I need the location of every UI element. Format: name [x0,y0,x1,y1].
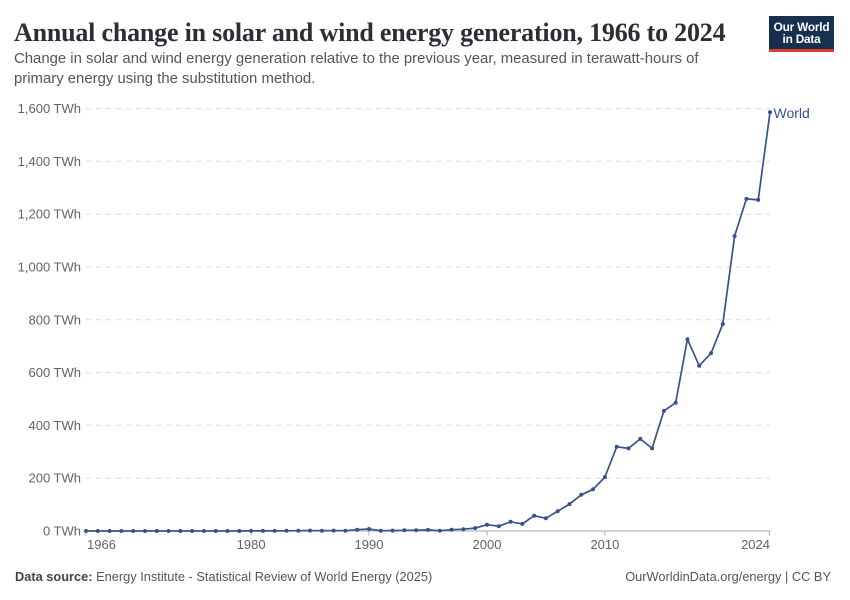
svg-text:2010: 2010 [590,537,619,552]
svg-text:800 TWh: 800 TWh [28,312,81,327]
svg-text:1,000 TWh: 1,000 TWh [18,260,81,275]
svg-text:1966: 1966 [87,537,116,552]
svg-text:2024: 2024 [741,537,770,552]
svg-text:0 TWh: 0 TWh [43,524,81,539]
svg-text:400 TWh: 400 TWh [28,418,81,433]
svg-text:World: World [774,105,810,121]
svg-text:1,400 TWh: 1,400 TWh [18,154,81,169]
svg-text:1,600 TWh: 1,600 TWh [18,101,81,116]
svg-text:1,200 TWh: 1,200 TWh [18,207,81,222]
svg-text:1980: 1980 [237,537,266,552]
svg-text:200 TWh: 200 TWh [28,471,81,486]
svg-text:2000: 2000 [473,537,502,552]
svg-text:600 TWh: 600 TWh [28,365,81,380]
svg-text:1990: 1990 [355,537,384,552]
